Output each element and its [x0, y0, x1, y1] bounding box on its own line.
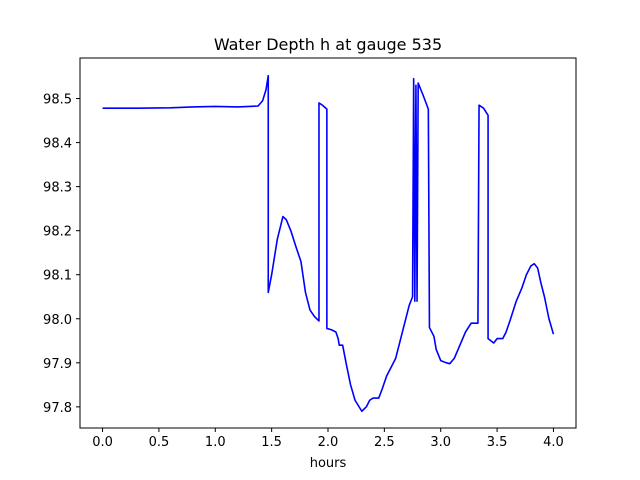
y-tick-label: 97.9 — [43, 357, 72, 372]
x-tick-label: 3.0 — [430, 435, 451, 450]
x-tick-label: 4.0 — [543, 435, 564, 450]
y-tick-label: 98.4 — [43, 137, 72, 152]
plot-frame — [79, 57, 577, 429]
series-line-0 — [102, 74, 555, 413]
series-layer — [102, 74, 555, 413]
chart-title: Water Depth h at gauge 535 — [214, 35, 442, 54]
y-tick-label: 98.0 — [43, 313, 72, 328]
y-axis: 97.8 97.9 98.0 98.1 98.2 98.3 98.4 98.5 — [43, 93, 80, 416]
x-tick-label: 1.5 — [261, 435, 282, 450]
x-tick-label: 3.5 — [487, 435, 508, 450]
x-axis: 0.0 0.5 1.0 1.5 2.0 2.5 3.0 3.5 4.0 — [92, 428, 564, 450]
x-tick-label: 2.0 — [318, 435, 339, 450]
y-tick-label: 98.1 — [43, 269, 72, 284]
x-tick-label: 0.5 — [149, 435, 170, 450]
x-tick-label: 2.5 — [374, 435, 395, 450]
x-tick-label: 1.0 — [205, 435, 226, 450]
y-tick-label: 98.5 — [43, 93, 72, 108]
y-tick-label: 98.3 — [43, 181, 72, 196]
x-axis-label: hours — [310, 456, 347, 471]
y-tick-label: 98.2 — [43, 225, 72, 240]
x-tick-label: 0.0 — [92, 435, 113, 450]
plot-area: 0.0 0.5 1.0 1.5 2.0 2.5 3.0 3.5 4.0 97.8 97.9 98.0… — [43, 57, 577, 450]
y-tick-label: 97.8 — [43, 401, 72, 416]
